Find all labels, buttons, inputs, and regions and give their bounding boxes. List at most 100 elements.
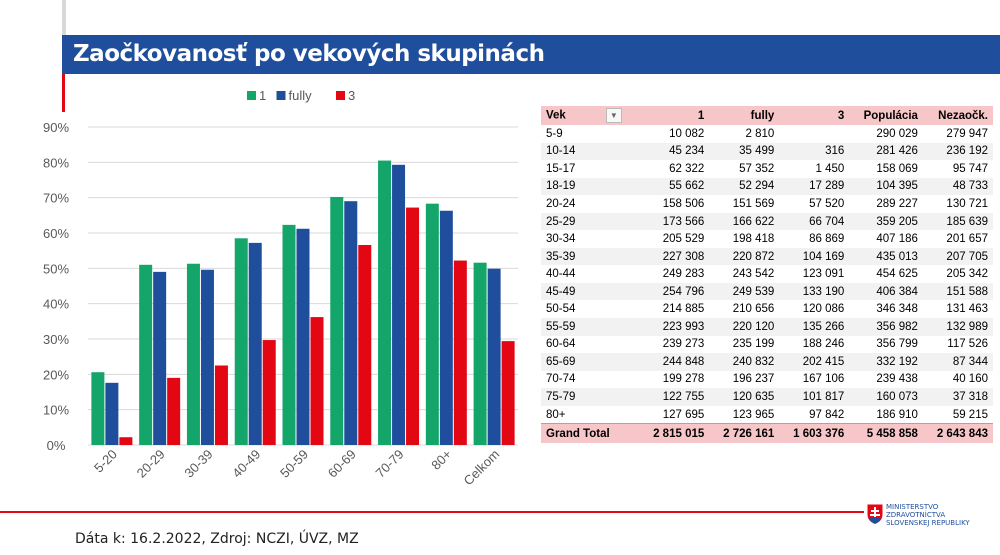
- table-cell: 86 869: [809, 233, 845, 246]
- table-cell: 57 520: [809, 197, 845, 210]
- vaccination-bar-chart: 0% 10% 20% 30% 40% 50% 60% 70% 80% 90% 5-20 20-29 30…: [43, 88, 518, 488]
- bar-fully-5-20: [105, 382, 119, 445]
- table-cell: 132 989: [922, 318, 993, 336]
- total-cell: Grand Total: [541, 423, 640, 444]
- table-cell: 346 348: [876, 303, 918, 316]
- table-row: 45-49 254 796 249 539 133 190 406 384 151 588: [541, 282, 993, 301]
- bar-3-20-29: [167, 377, 181, 445]
- table-cell: 239 438: [876, 373, 918, 386]
- bar-3-40-49: [262, 340, 276, 445]
- column-header: fully: [709, 106, 780, 125]
- column-header: 3: [779, 106, 850, 125]
- table-cell: 57 352: [739, 162, 775, 175]
- table-cell: 123 965: [732, 408, 775, 421]
- decorative-red-line: [62, 74, 65, 112]
- table-cell: 281 426: [849, 142, 923, 161]
- source-note: Dáta k: 16.2.2022, Zdroj: NCZI, ÚVZ, MZ: [75, 531, 359, 547]
- x-tick-label: 70-79: [373, 447, 407, 481]
- table-cell: 207 705: [922, 247, 993, 266]
- table-cell: 48 733: [922, 177, 993, 196]
- title-bar: Zaočkovanosť po vekových skupinách: [62, 35, 1000, 74]
- table-row: 70-74 199 278 196 237 167 106 239 438 40 160: [541, 371, 993, 389]
- table-cell: 127 695: [662, 408, 705, 421]
- table-cell: 279 947: [946, 127, 988, 140]
- table-row: 55-59 223 993 220 120 135 266 356 982 132 989: [541, 318, 993, 336]
- legend-label: fully: [289, 88, 313, 103]
- table-cell: 20-24: [546, 197, 576, 210]
- bar-3-80+: [453, 260, 467, 445]
- column-header-label: Vek: [546, 109, 566, 122]
- x-tick-label: 30-39: [181, 447, 215, 481]
- table-cell: 2 810: [745, 127, 775, 140]
- table-cell: 50-54: [546, 303, 576, 316]
- table-cell: 454 625: [876, 268, 918, 281]
- y-tick-label: 90%: [43, 120, 69, 135]
- logo-text: MINISTERSTVO ZDRAVOTNÍCTVA SLOVENSKEJ RE…: [886, 503, 970, 527]
- table-cell: 289 227: [876, 197, 918, 210]
- table-cell: 205 342: [946, 268, 988, 281]
- table-cell: 240 832: [709, 353, 780, 371]
- table-cell: 214 885: [662, 303, 705, 316]
- y-tick-label: 10%: [43, 403, 69, 418]
- x-tick-label: 50-59: [277, 447, 311, 481]
- bar-1-20-29: [139, 264, 153, 445]
- table-cell: 235 199: [732, 338, 775, 351]
- table-cell: 239 273: [662, 338, 705, 351]
- column-header-label: Nezaočk.: [938, 109, 988, 122]
- table-cell: 45-49: [541, 282, 640, 301]
- table-cell: 62 322: [669, 162, 705, 175]
- table-cell: 55-59: [541, 318, 640, 336]
- filter-dropdown-icon[interactable]: ▼: [605, 108, 622, 123]
- total-cell: 2 643 843: [922, 423, 993, 444]
- x-tick-label: 40-49: [229, 447, 263, 481]
- table-cell: 407 186: [876, 233, 918, 246]
- table-cell: 173 566: [639, 212, 710, 231]
- table-cell: 160 073: [849, 388, 923, 406]
- table-cell: 131 463: [946, 303, 988, 316]
- table-row: 75-79 122 755 120 635 101 817 160 073 37 318: [541, 388, 993, 406]
- logo-line-3: SLOVENSKEJ REPUBLIKY: [886, 519, 970, 527]
- column-header: Nezaočk.: [922, 106, 993, 125]
- column-header-label: Populácia: [863, 109, 918, 122]
- table-cell: 75-79: [541, 388, 640, 406]
- bar-fully-50-59: [296, 228, 310, 445]
- bar-1-40-49: [234, 238, 248, 445]
- table-cell: 151 569: [732, 197, 775, 210]
- table-cell: 186 910: [876, 408, 918, 421]
- bar-fully-Celkom: [487, 268, 501, 445]
- bar-fully-20-29: [153, 271, 167, 445]
- y-tick-label: 60%: [43, 226, 69, 241]
- table-cell: 254 796: [639, 282, 710, 301]
- table-cell: 167 106: [802, 373, 845, 386]
- table-cell: 52 294: [709, 177, 780, 196]
- total-cell: 1 603 376: [779, 423, 850, 444]
- table-cell: [779, 125, 849, 143]
- bar-1-30-39: [186, 263, 200, 445]
- column-header-label: 3: [837, 109, 845, 122]
- table-cell: 243 542: [732, 268, 775, 281]
- bar-1-70-79: [378, 160, 392, 446]
- table-cell: 45 234: [639, 142, 710, 161]
- table-cell: 104 169: [779, 247, 850, 266]
- legend-swatch-3: [336, 91, 345, 100]
- table-cell: 35-39: [541, 247, 640, 266]
- table-row: 15-17 62 322 57 352 1 450 158 069 95 747: [541, 160, 993, 178]
- y-tick-label: 0%: [47, 438, 66, 453]
- x-tick-label: 80+: [428, 447, 454, 473]
- column-header: 1: [639, 106, 710, 125]
- table-cell: 223 993: [639, 318, 710, 336]
- table-cell: 1 450: [815, 162, 845, 175]
- bar-3-60-69: [358, 245, 372, 445]
- table-cell: 227 308: [639, 247, 710, 266]
- table-cell: 87 344: [922, 353, 993, 371]
- table-cell: 205 529: [662, 233, 705, 246]
- table-cell: 60-64: [546, 338, 576, 351]
- table-cell: 135 266: [779, 318, 850, 336]
- table-cell: 196 237: [732, 373, 775, 386]
- bar-1-50-59: [282, 224, 296, 445]
- table-cell: 25-29: [541, 212, 640, 231]
- legend-swatch-1: [247, 91, 256, 100]
- table-cell: 199 278: [662, 373, 705, 386]
- table-cell: 59 215: [952, 408, 988, 421]
- table-row: 20-24 158 506 151 569 57 520 289 227 130 721: [541, 195, 993, 213]
